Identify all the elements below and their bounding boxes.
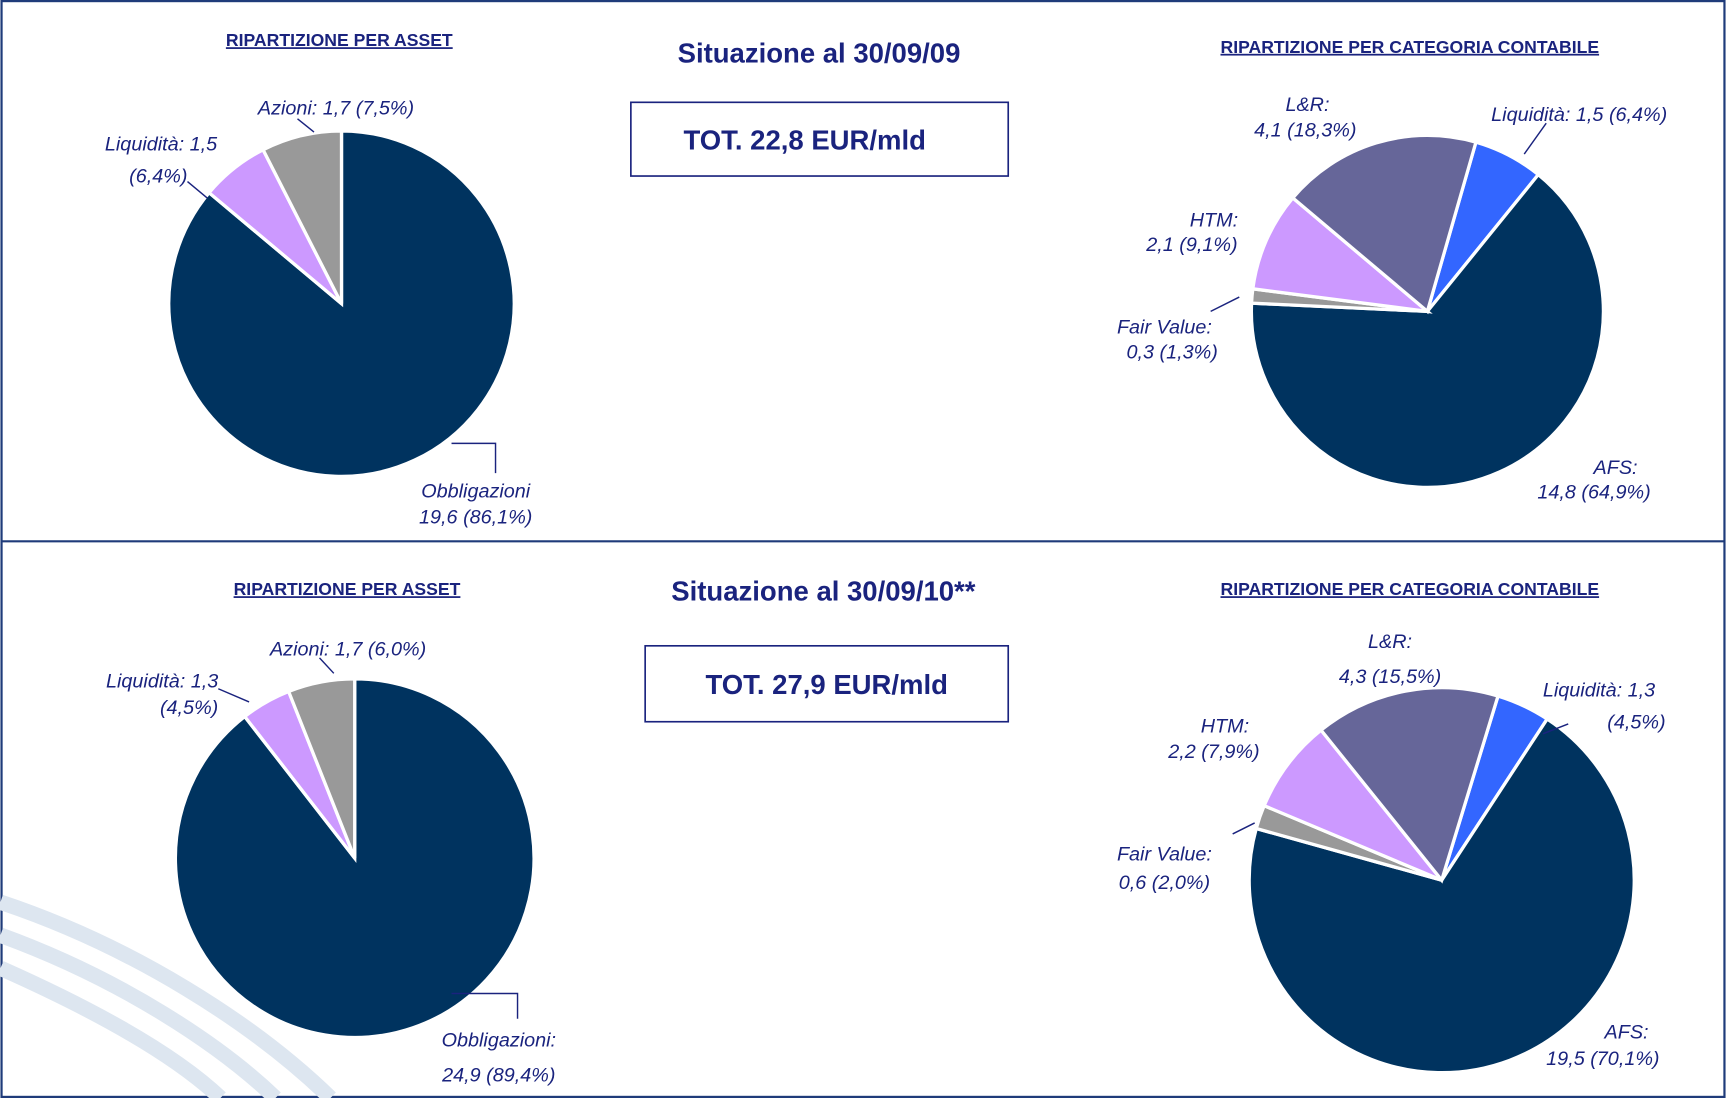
data-label: 4,3 (15,5%) (1339, 666, 1441, 688)
total: TOT. 22,8 EUR/mld (683, 125, 925, 156)
data-label: AFS: (1604, 1022, 1649, 1044)
data-label: 14,8 (64,9%) (1537, 481, 1650, 503)
total-box (630, 101, 1010, 177)
leader-line (318, 657, 335, 674)
data-label: AFS: (1593, 457, 1638, 479)
leader-line (297, 118, 315, 133)
data-label: Liquidità: 1,5 (105, 134, 218, 156)
data-label: 24,9 (89,4%) (441, 1064, 555, 1086)
data-label: HTM: (1190, 210, 1238, 232)
data-label: HTM: (1201, 716, 1249, 738)
data-label: 2,1 (9,1%) (1145, 234, 1237, 256)
section-heading: Situazione al 30/09/10** (671, 576, 975, 607)
pie-slice (1290, 133, 1478, 315)
data-label: L&R: (1285, 94, 1329, 116)
data-label: Azioni: 1,7 (6,0%) (269, 639, 426, 661)
pie-slice (260, 129, 344, 305)
data-label: 2,2 (7,9%) (1167, 741, 1259, 763)
leader-line (1542, 723, 1569, 735)
decoration (0, 894, 336, 1098)
data-label: Fair Value: (1117, 843, 1212, 865)
data-label: Liquidità: 1,5 (6,4%) (1491, 104, 1667, 126)
leader-line (1523, 122, 1547, 155)
data-label: Liquidità: 1,3 (106, 671, 218, 693)
pie-slice (1262, 727, 1443, 882)
chart-title: RIPARTIZIONE PER CATEGORIA CONTABILE (1221, 579, 1600, 599)
leader-line (1210, 296, 1240, 312)
section-heading: Situazione al 30/09/09 (678, 38, 961, 69)
pie-slice (1318, 685, 1501, 884)
data-label: 0,3 (1,3%) (1126, 342, 1217, 364)
total: TOT. 27,9 EUR/mld (705, 669, 947, 700)
data-label: (4,5%) (1607, 711, 1665, 733)
leader-line (1232, 822, 1255, 835)
data-label: Obbligazioni (421, 480, 531, 502)
pie-slice (1250, 195, 1433, 314)
leader-lines (187, 118, 1569, 1019)
leader-line (451, 442, 497, 474)
pie-slice (286, 677, 357, 859)
pie-slice (1249, 172, 1606, 490)
data-label: Obbligazioni: (442, 1029, 556, 1051)
leader-line (218, 688, 250, 703)
chart-title: RIPARTIZIONE PER ASSET (226, 30, 453, 50)
leader-line (187, 180, 208, 199)
data-label: Azioni: 1,7 (7,5%) (257, 97, 414, 119)
chart-title: RIPARTIZIONE PER CATEGORIA CONTABILE (1221, 37, 1600, 57)
data-label: Fair Value: (1117, 316, 1212, 338)
data-label: 19,5 (70,1%) (1546, 1048, 1659, 1070)
data-label: 0,6 (2,0%) (1119, 872, 1210, 894)
total-box (644, 644, 1010, 723)
data-label: (4,5%) (160, 697, 218, 719)
data-label: L&R: (1368, 631, 1412, 653)
data-label: Liquidità: 1,3 (1543, 679, 1655, 701)
pie-slice (1247, 716, 1636, 1075)
data-label: (6,4%) (129, 166, 187, 188)
data-label: 19,6 (86,1%) (419, 507, 532, 529)
leader-line (451, 992, 519, 1019)
chart-title: RIPARTIZIONE PER ASSET (234, 579, 461, 599)
data-label: 4,1 (18,3%) (1254, 119, 1356, 141)
